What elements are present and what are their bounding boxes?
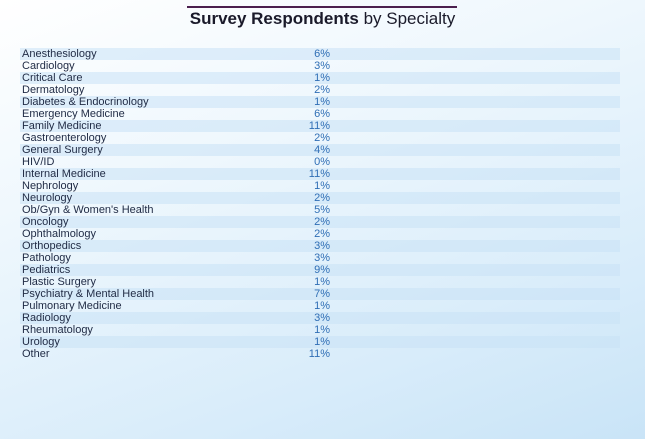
percent-value: 5% (314, 204, 330, 216)
specialty-label: Orthopedics (22, 240, 82, 252)
specialty-label: Nephrology (22, 180, 79, 192)
percent-value: 2% (314, 228, 330, 240)
specialty-label: Ob/Gyn & Women's Health (22, 204, 154, 216)
table-row: Oncology 2% (20, 216, 620, 228)
percent-value: 11% (308, 348, 330, 360)
specialty-label: Neurology (22, 192, 73, 204)
percent-value: 2% (314, 84, 330, 96)
chart-title: Survey Respondents by Specialty (0, 9, 645, 29)
specialty-label: Pediatrics (22, 264, 71, 276)
specialty-label: Emergency Medicine (22, 108, 125, 120)
percent-value: 2% (314, 132, 330, 144)
specialty-label: Ophthalmology (22, 228, 96, 240)
percent-value: 6% (314, 48, 330, 60)
chart-title-main: Survey Respondents (189, 9, 359, 28)
table-row: Family Medicine 11% (20, 120, 620, 132)
percent-value: 9% (314, 264, 330, 276)
specialty-label: Plastic Surgery (22, 276, 96, 288)
specialty-label: Oncology (22, 216, 69, 228)
table-row: HIV/ID 0% (20, 156, 620, 168)
table-row: Internal Medicine 11% (20, 168, 620, 180)
specialty-label: Psychiatry & Mental Health (22, 288, 155, 300)
percent-value: 11% (308, 120, 330, 132)
percent-value: 0% (314, 156, 330, 168)
specialty-label: Other (22, 348, 50, 360)
specialty-label: Pulmonary Medicine (22, 300, 122, 312)
percent-value: 1% (314, 72, 330, 84)
percent-value: 1% (314, 180, 330, 192)
specialty-label: Family Medicine (22, 120, 102, 132)
specialty-label: Dermatology (22, 84, 85, 96)
percent-value: 3% (314, 60, 330, 72)
percent-value: 7% (314, 288, 330, 300)
specialty-table: Anesthesiology 6% Cardiology 3% Critical Car… (20, 48, 620, 360)
table-row: Gastroenterology 2% (20, 132, 620, 144)
specialty-label: General Surgery (22, 144, 103, 156)
table-row: Critical Care 1% (20, 72, 620, 84)
percent-value: 3% (314, 240, 330, 252)
percent-value: 3% (314, 312, 330, 324)
table-row: General Surgery 4% (20, 144, 620, 156)
percent-value: 1% (314, 300, 330, 312)
table-row: Other 11% (20, 348, 620, 360)
table-row: Ob/Gyn & Women's Health 5% (20, 204, 620, 216)
percent-value: 1% (314, 276, 330, 288)
specialty-label: Critical Care (22, 72, 83, 84)
specialty-label: Radiology (22, 312, 71, 324)
specialty-label: HIV/ID (22, 156, 55, 168)
table-row: Rheumatology 1% (20, 324, 620, 336)
table-row: Orthopedics 3% (20, 240, 620, 252)
specialty-label: Rheumatology (22, 324, 93, 336)
percent-value: 11% (308, 168, 330, 180)
table-row: Pediatrics 9% (20, 264, 620, 276)
percent-value: 1% (314, 336, 330, 348)
table-row: Pulmonary Medicine 1% (20, 300, 620, 312)
table-row: Plastic Surgery 1% (20, 276, 620, 288)
specialty-label: Diabetes & Endocrinology (22, 96, 149, 108)
percent-value: 2% (314, 192, 330, 204)
specialty-label: Cardiology (22, 60, 75, 72)
percent-value: 6% (314, 108, 330, 120)
table-row: Cardiology 3% (20, 60, 620, 72)
table-row: Pathology 3% (20, 252, 620, 264)
table-row: Ophthalmology 2% (20, 228, 620, 240)
table-row: Emergency Medicine 6% (20, 108, 620, 120)
specialty-label: Gastroenterology (22, 132, 107, 144)
table-row: Urology 1% (20, 336, 620, 348)
table-row: Radiology 3% (20, 312, 620, 324)
percent-value: 4% (314, 144, 330, 156)
title-rule (187, 6, 457, 8)
specialty-label: Urology (22, 336, 60, 348)
table-row: Psychiatry & Mental Health 7% (20, 288, 620, 300)
specialty-label: Pathology (22, 252, 71, 264)
table-row: Anesthesiology 6% (20, 48, 620, 60)
specialty-label: Anesthesiology (22, 48, 97, 60)
table-row: Neurology 2% (20, 192, 620, 204)
percent-value: 3% (314, 252, 330, 264)
specialty-label: Internal Medicine (22, 168, 106, 180)
table-row: Nephrology 1% (20, 180, 620, 192)
table-row: Diabetes & Endocrinology 1% (20, 96, 620, 108)
percent-value: 2% (314, 216, 330, 228)
table-row: Dermatology 2% (20, 84, 620, 96)
chart-title-sub: by Specialty (363, 9, 456, 28)
percent-value: 1% (314, 324, 330, 336)
percent-value: 1% (314, 96, 330, 108)
